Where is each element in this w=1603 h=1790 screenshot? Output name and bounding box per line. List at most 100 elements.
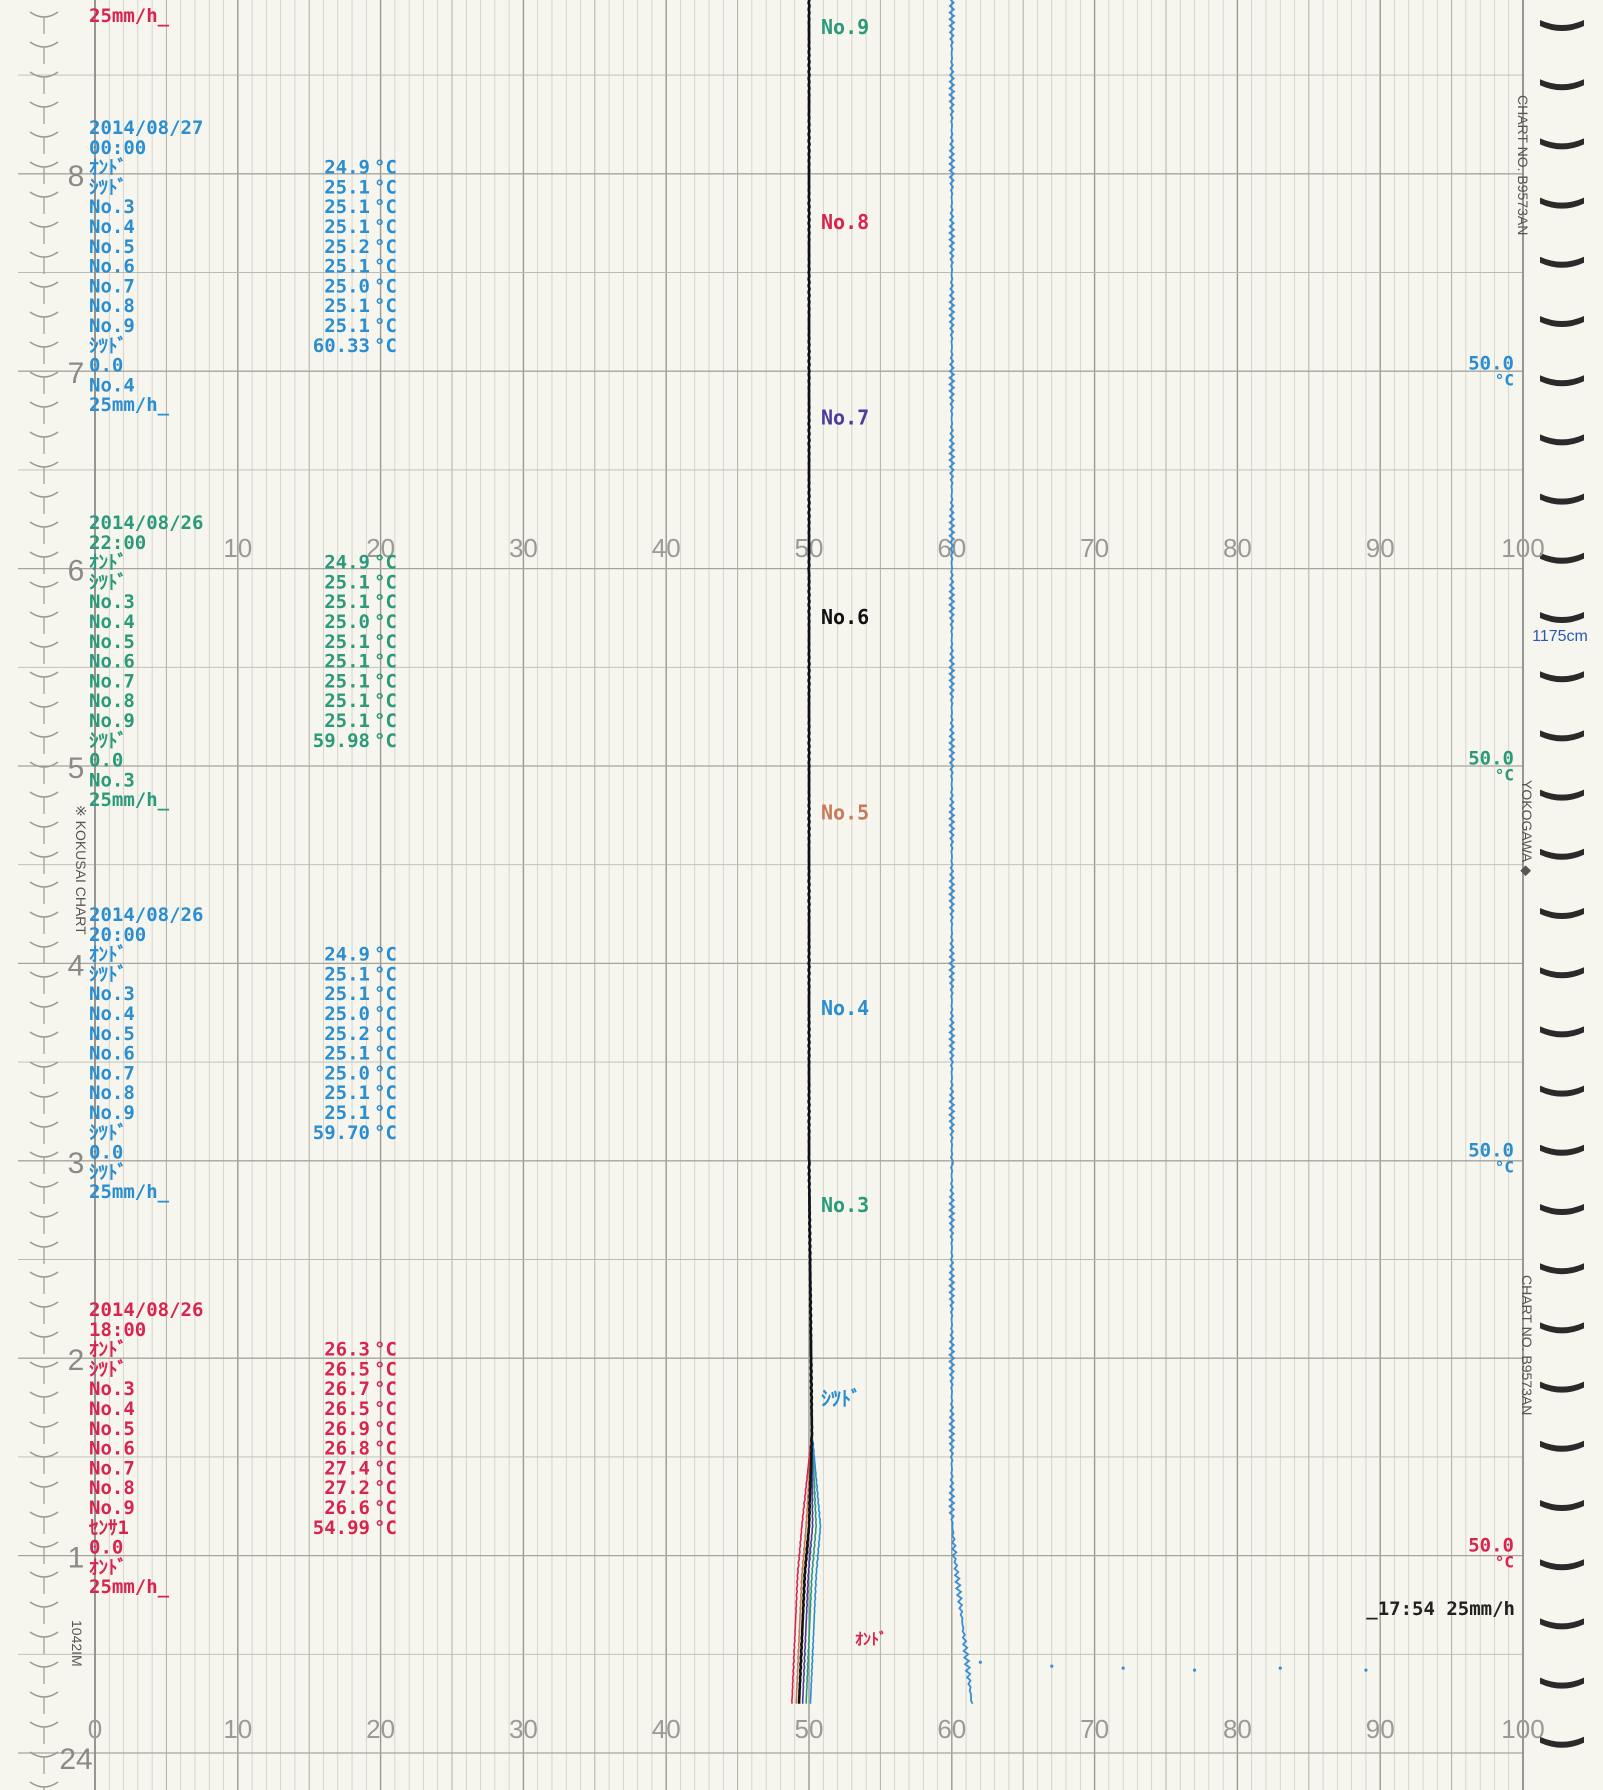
block-row-label: No.3 [89, 591, 135, 613]
start-annotation: _17:54 25mm/h [1366, 1598, 1515, 1620]
block-scale-value: 50.0 [1468, 353, 1514, 375]
x-tick-bottom: 10 [223, 1714, 252, 1744]
right-sprocket-hole [1540, 552, 1584, 564]
block-row-unit: °C [374, 1003, 397, 1025]
block-row-label: No.8 [89, 1082, 135, 1104]
right-sprocket-hole [1540, 138, 1584, 150]
right-sprocket-hole [1540, 1618, 1584, 1630]
block-row-label: No.9 [89, 1102, 135, 1124]
block-footer-line: 25mm/h_ [89, 1181, 170, 1203]
right-sprocket-hole [1540, 20, 1584, 31]
block-row-value: 25.1 [324, 315, 370, 337]
block-row-unit: °C [374, 1062, 397, 1084]
series-label: ｼﾂﾄﾞ [821, 1387, 861, 1411]
svg-text:※ KOKUSAI CHART: ※ KOKUSAI CHART [73, 805, 89, 935]
svg-text:YOKOGAWA ◆: YOKOGAWA ◆ [1519, 780, 1535, 876]
trace-humidity [948, 0, 974, 1705]
block-row-value: 25.1 [324, 963, 370, 985]
right-sprocket-hole [1540, 375, 1584, 387]
right-sprocket-hole [1540, 1204, 1584, 1215]
y-bottom-label: 24 [59, 1743, 92, 1776]
block-row-unit: °C [374, 651, 397, 673]
block-time: 22:00 [89, 532, 146, 554]
x-tick-top: 90 [1366, 533, 1395, 563]
block-row-label: ｵﾝﾄﾞ [89, 551, 127, 574]
block-row-label: No.9 [89, 710, 135, 732]
block-row-unit: °C [374, 335, 397, 357]
block-footer-line: 25mm/h_ [89, 394, 170, 416]
svg-text:CHART NO. B9573AN: CHART NO. B9573AN [1515, 95, 1531, 235]
x-tick-bottom: 100 [1501, 1714, 1544, 1744]
block-row-value: 24.9 [324, 552, 370, 574]
block-footer-line: 0.0 [89, 1142, 123, 1164]
block-row-label: No.5 [89, 1023, 135, 1045]
trace-start-dot [1278, 1666, 1282, 1670]
block-date: 2014/08/27 [89, 117, 203, 139]
series-label: No.5 [821, 800, 869, 824]
block-row-label: No.3 [89, 983, 135, 1005]
block-row-value: 26.5 [324, 1398, 370, 1420]
block-row-label: No.6 [89, 256, 135, 278]
block-scale-unit: °C [1495, 1553, 1514, 1572]
block-row-unit: °C [374, 236, 397, 258]
chart-grid [18, 0, 1524, 1790]
block-row-value: 25.1 [324, 216, 370, 238]
x-tick-top: 30 [509, 533, 538, 563]
right-sprocket-hole [1540, 197, 1584, 209]
block-footer-line: 25mm/h_ [89, 1576, 170, 1598]
right-sprocket-hole [1540, 1381, 1584, 1393]
block-row-label: No.4 [89, 1398, 135, 1420]
block-row-value: 26.9 [324, 1418, 370, 1440]
block-row-unit: °C [374, 1043, 397, 1065]
block-row-unit: °C [374, 631, 397, 653]
right-sprocket-hole [1540, 730, 1584, 742]
block-row-unit: °C [374, 196, 397, 218]
block-row-label: ｼﾂﾄﾞ [89, 175, 127, 198]
block-row-value: 25.2 [324, 236, 370, 258]
block-row-unit: °C [374, 963, 397, 985]
block-row-value: 25.1 [324, 690, 370, 712]
block-row-label: No.8 [89, 1477, 135, 1499]
block-row-value: 59.98 [313, 730, 370, 752]
trace-temperature [797, 0, 814, 1704]
block-row-label: No.7 [89, 1457, 135, 1479]
block-row-unit: °C [374, 157, 397, 179]
x-tick-bottom: 20 [366, 1714, 395, 1744]
block-row-unit: °C [374, 611, 397, 633]
x-tick-bottom: 60 [937, 1714, 966, 1744]
block-row-unit: °C [374, 710, 397, 732]
y-hour-label: 6 [68, 555, 85, 588]
series-label: No.6 [821, 605, 869, 629]
block-row-unit: °C [374, 730, 397, 752]
block-row-label: No.5 [89, 236, 135, 258]
paper-code: 1042IM [69, 1620, 85, 1667]
block-row-value: 25.1 [324, 710, 370, 732]
block-row-value: 24.9 [324, 157, 370, 179]
trace-start-dot [1050, 1664, 1054, 1668]
block-row-value: 60.33 [313, 335, 370, 357]
block-row-value: 25.1 [324, 651, 370, 673]
block-row-label: ｵﾝﾄﾞ [89, 943, 127, 966]
svg-text:1042IM: 1042IM [69, 1620, 85, 1667]
block-row-value: 25.1 [324, 670, 370, 692]
block-row-label: ｾﾝｻ1 [88, 1517, 129, 1539]
right-sprocket-hole [1540, 1440, 1584, 1452]
x-tick-bottom: 40 [652, 1714, 681, 1744]
block-scale-value: 50.0 [1468, 1535, 1514, 1557]
right-sprocket-hole [1540, 612, 1584, 623]
block-row-unit: °C [374, 216, 397, 238]
block-row-unit: °C [374, 295, 397, 317]
y-hour-label: 3 [68, 1147, 85, 1180]
block-row-value: 25.1 [324, 983, 370, 1005]
block-time: 18:00 [89, 1319, 146, 1341]
svg-text:CHART NO. B9573AN: CHART NO. B9573AN [1519, 1275, 1535, 1415]
block-row-label: No.8 [89, 295, 135, 317]
y-hour-label: 7 [68, 357, 85, 390]
right-sprocket-hole [1540, 1677, 1584, 1689]
trace-start-dot [1364, 1668, 1368, 1672]
